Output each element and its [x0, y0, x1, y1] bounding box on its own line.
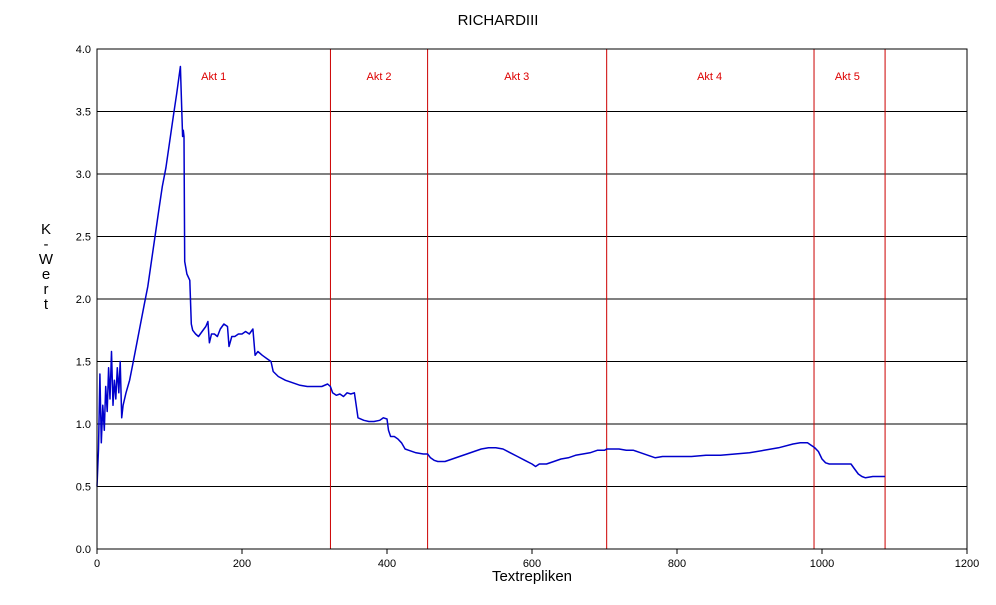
- x-tick-label: 600: [523, 558, 541, 570]
- y-tick-label: 0.5: [76, 482, 91, 494]
- y-tick-label: 1.5: [76, 357, 91, 369]
- y-axis-label-char: -: [43, 236, 49, 253]
- y-tick-label: 2.0: [76, 294, 91, 306]
- plot-frame: [96, 48, 968, 550]
- y-axis-label-char: K: [40, 221, 51, 238]
- y-axis-label-char: r: [43, 281, 49, 298]
- y-axis-label-char: e: [41, 266, 51, 283]
- y-tick-label: 3.5: [76, 107, 91, 119]
- y-tick-label: 3.0: [76, 169, 91, 181]
- act-label: Akt 5: [835, 71, 860, 83]
- act-label: Akt 3: [504, 71, 529, 83]
- y-tick-label: 0.0: [76, 544, 91, 556]
- y-tick-label: 2.5: [76, 232, 91, 244]
- y-axis-label-char: t: [43, 296, 49, 313]
- act-label: Akt 1: [201, 71, 226, 83]
- x-tick-label: 800: [668, 558, 686, 570]
- y-axis-label-char: W: [38, 251, 54, 268]
- y-axis-label: K - W e r t: [36, 222, 56, 312]
- chart-title: RICHARDIII: [457, 12, 539, 29]
- y-tick-label: 4.0: [76, 44, 91, 56]
- y-tick-label: 1.0: [76, 419, 91, 431]
- x-tick-label: 1000: [810, 558, 834, 570]
- x-tick-label: 1200: [955, 558, 979, 570]
- k-wert-series-line: [96, 65, 886, 487]
- act-label: Akt 2: [366, 71, 391, 83]
- x-tick-label: 400: [378, 558, 396, 570]
- x-tick-label: 0: [94, 558, 100, 570]
- act-label: Akt 4: [697, 71, 722, 83]
- x-axis-label: Textrepliken: [491, 568, 573, 585]
- x-tick-label: 200: [233, 558, 251, 570]
